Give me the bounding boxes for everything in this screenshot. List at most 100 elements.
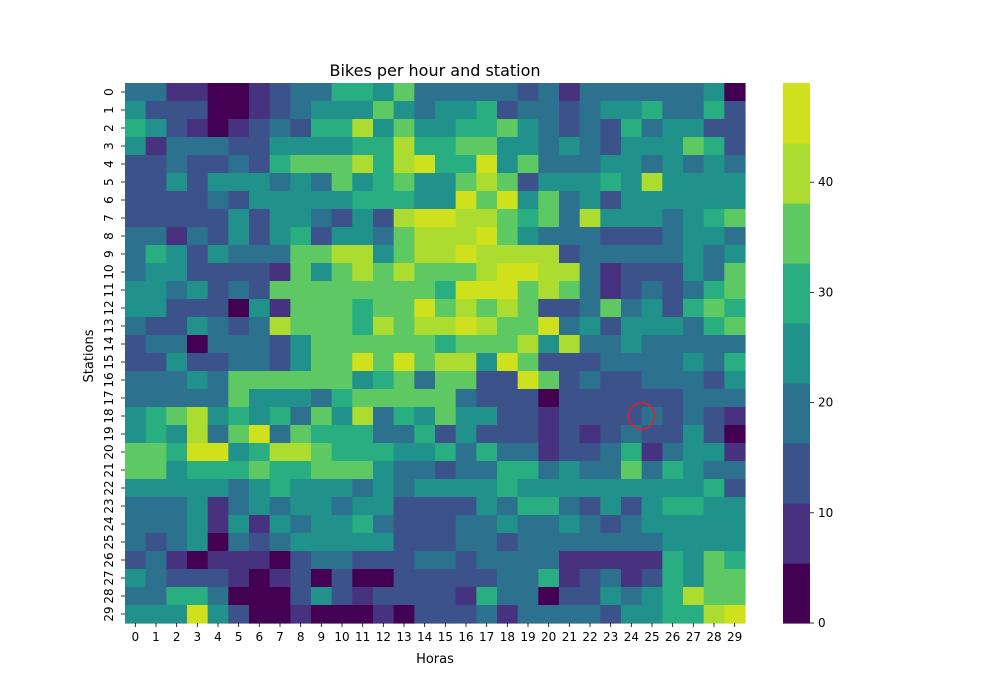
heatmap-cell [166,353,188,372]
heatmap-cell [497,407,519,426]
y-tick-label: 5 [102,178,116,186]
heatmap-cell [517,119,539,138]
heatmap-cell [517,443,539,462]
heatmap-cell [600,533,622,552]
x-tick-label: 0 [132,630,140,644]
heatmap-cell [724,605,746,624]
heatmap-cell [125,353,147,372]
x-tick-label: 23 [603,630,618,644]
heatmap-cell [249,317,271,336]
heatmap-cell [145,389,167,408]
heatmap-cell [125,137,147,156]
heatmap-cell [352,173,374,192]
heatmap-cell [207,281,229,300]
heatmap-cell [290,389,312,408]
heatmap-cell [621,137,643,156]
heatmap-cell [125,461,147,480]
heatmap-cell [662,533,684,552]
heatmap-cell [414,317,436,336]
heatmap-cell [703,551,725,570]
heatmap-cell [559,119,581,138]
heatmap-cell [497,245,519,264]
heatmap-cell [269,173,291,192]
heatmap-cell [373,389,395,408]
heatmap-cell [228,515,250,534]
heatmap-cell [145,605,167,624]
heatmap-cell [207,245,229,264]
heatmap-cell [497,371,519,390]
heatmap-cell [207,101,229,120]
heatmap-cell [187,209,209,228]
heatmap-cell [145,443,167,462]
x-tick-label: 5 [235,630,243,644]
heatmap-cell [145,515,167,534]
heatmap-cell [559,299,581,318]
heatmap-cell [145,119,167,138]
heatmap-cell [166,137,188,156]
heatmap-cell [476,281,498,300]
heatmap-cell [662,101,684,120]
heatmap-cell [703,137,725,156]
heatmap-cell [476,533,498,552]
heatmap-cell [517,425,539,444]
heatmap-cell [373,209,395,228]
heatmap-cell [311,533,333,552]
heatmap-cell [600,209,622,228]
heatmap-cell [662,191,684,210]
heatmap-cell [621,209,643,228]
heatmap-cell [683,569,705,588]
heatmap-cell [517,245,539,264]
heatmap-cell [497,209,519,228]
heatmap-cell [311,551,333,570]
colorbar-segment [783,263,810,324]
heatmap-cell [290,479,312,498]
x-tick-label: 11 [355,630,370,644]
heatmap-cell [559,263,581,282]
heatmap-cell [683,353,705,372]
heatmap-cell [641,389,663,408]
heatmap-cell [166,119,188,138]
heatmap-cell [538,173,560,192]
heatmap-cell [290,605,312,624]
heatmap-cell [724,263,746,282]
heatmap-cell [476,515,498,534]
heatmap-cell [249,209,271,228]
heatmap-cell [187,173,209,192]
heatmap-cell [683,263,705,282]
heatmap-cell [249,137,271,156]
heatmap-cell [724,533,746,552]
heatmap-cell [724,353,746,372]
x-tick-label: 16 [458,630,473,644]
heatmap-cell [641,407,663,426]
heatmap-cell [538,551,560,570]
heatmap-cell [145,407,167,426]
heatmap-cell [373,407,395,426]
heatmap-cell [352,317,374,336]
heatmap-cell [145,317,167,336]
heatmap-cell [435,353,457,372]
heatmap-cell [311,371,333,390]
heatmap-cell [559,227,581,246]
heatmap-cell [600,191,622,210]
heatmap-cell [290,317,312,336]
heatmap-cell [125,533,147,552]
heatmap-cell [228,317,250,336]
y-tick-label: 24 [102,516,116,531]
heatmap-cell [311,137,333,156]
heatmap-cell [290,497,312,516]
heatmap-cell [476,227,498,246]
heatmap-cell [621,263,643,282]
heatmap-cell [641,497,663,516]
heatmap-cell [703,497,725,516]
heatmap-cell [393,155,415,174]
heatmap-cell [414,569,436,588]
heatmap-cell [249,605,271,624]
heatmap-cell [559,353,581,372]
heatmap-cell [352,569,374,588]
heatmap-cell [207,263,229,282]
heatmap-cell [579,479,601,498]
heatmap-cell [228,587,250,606]
heatmap-cell [455,533,477,552]
heatmap-cell [290,371,312,390]
heatmap-cell [621,317,643,336]
